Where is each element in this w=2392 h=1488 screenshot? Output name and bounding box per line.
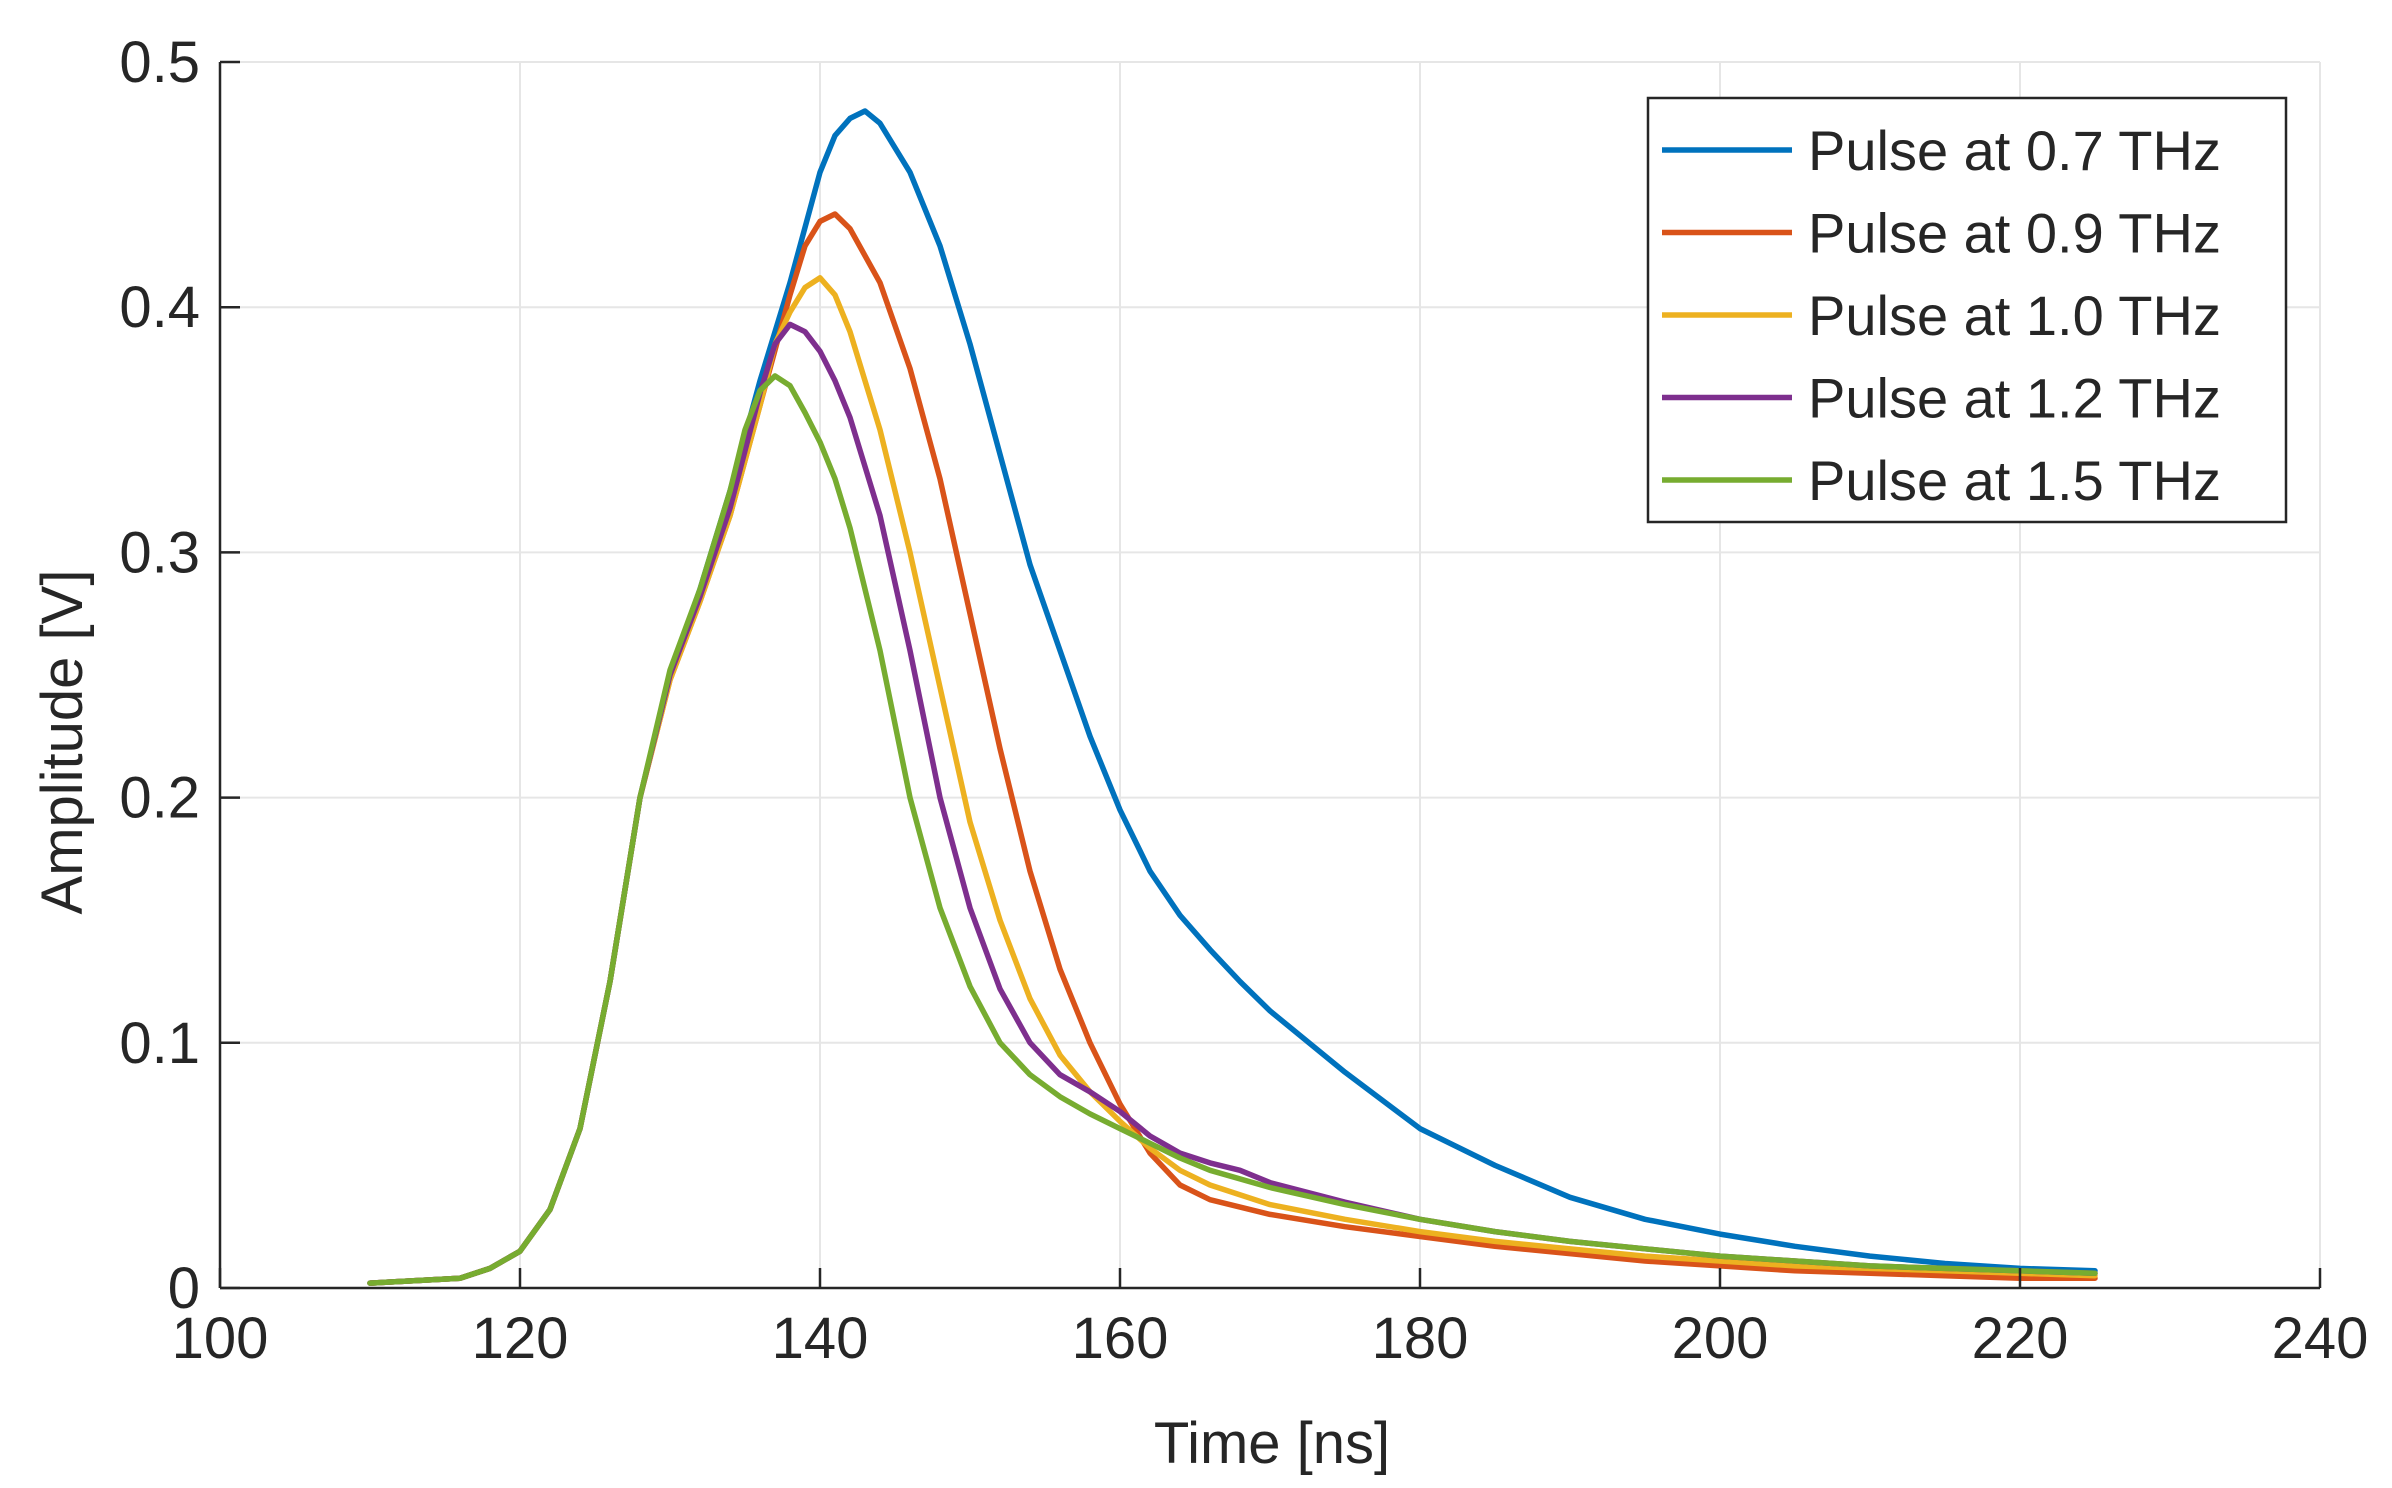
x-tick-label: 100 [172,1306,269,1371]
legend-label-1: Pulse at 0.7 THz [1808,119,2221,182]
y-tick-label: 0.1 [119,1011,200,1076]
series-line-5 [367,373,2098,1286]
x-tick-label: 200 [1672,1306,1769,1371]
series-lines [367,108,2098,1286]
x-tick-label: 240 [2272,1306,2369,1371]
x-tick-label: 140 [772,1306,869,1371]
x-tick-label: 160 [1072,1306,1169,1371]
y-tick-label: 0.3 [119,520,200,585]
y-tick-label: 0 [168,1256,200,1321]
y-tick-label: 0.2 [119,766,200,831]
y-tick-label: 0.4 [119,275,200,340]
y-axis-label: Amplitude [V] [30,570,95,915]
legend-label-4: Pulse at 1.2 THz [1808,367,2221,430]
x-tick-label: 120 [472,1306,569,1371]
y-tick-label: 0.5 [119,30,200,95]
legend-label-3: Pulse at 1.0 THz [1808,284,2221,347]
legend-label-2: Pulse at 0.9 THz [1808,202,2221,265]
legend-label-5: Pulse at 1.5 THz [1808,449,2221,512]
legend-box [1646,96,2288,524]
legend: Pulse at 0.7 THz Pulse at 0.9 THz Pulse at… [1646,96,2288,524]
x-tick-label: 180 [1372,1306,1469,1371]
tick-labels: 100 120 140 160 180 200 220 240 0 0.1 0.2 0.3 0.4 0.5 [119,30,2368,1371]
x-axis-label: Time [ns] [1154,1411,1390,1476]
x-tick-label: 220 [1972,1306,2069,1371]
axes [218,60,2322,1290]
